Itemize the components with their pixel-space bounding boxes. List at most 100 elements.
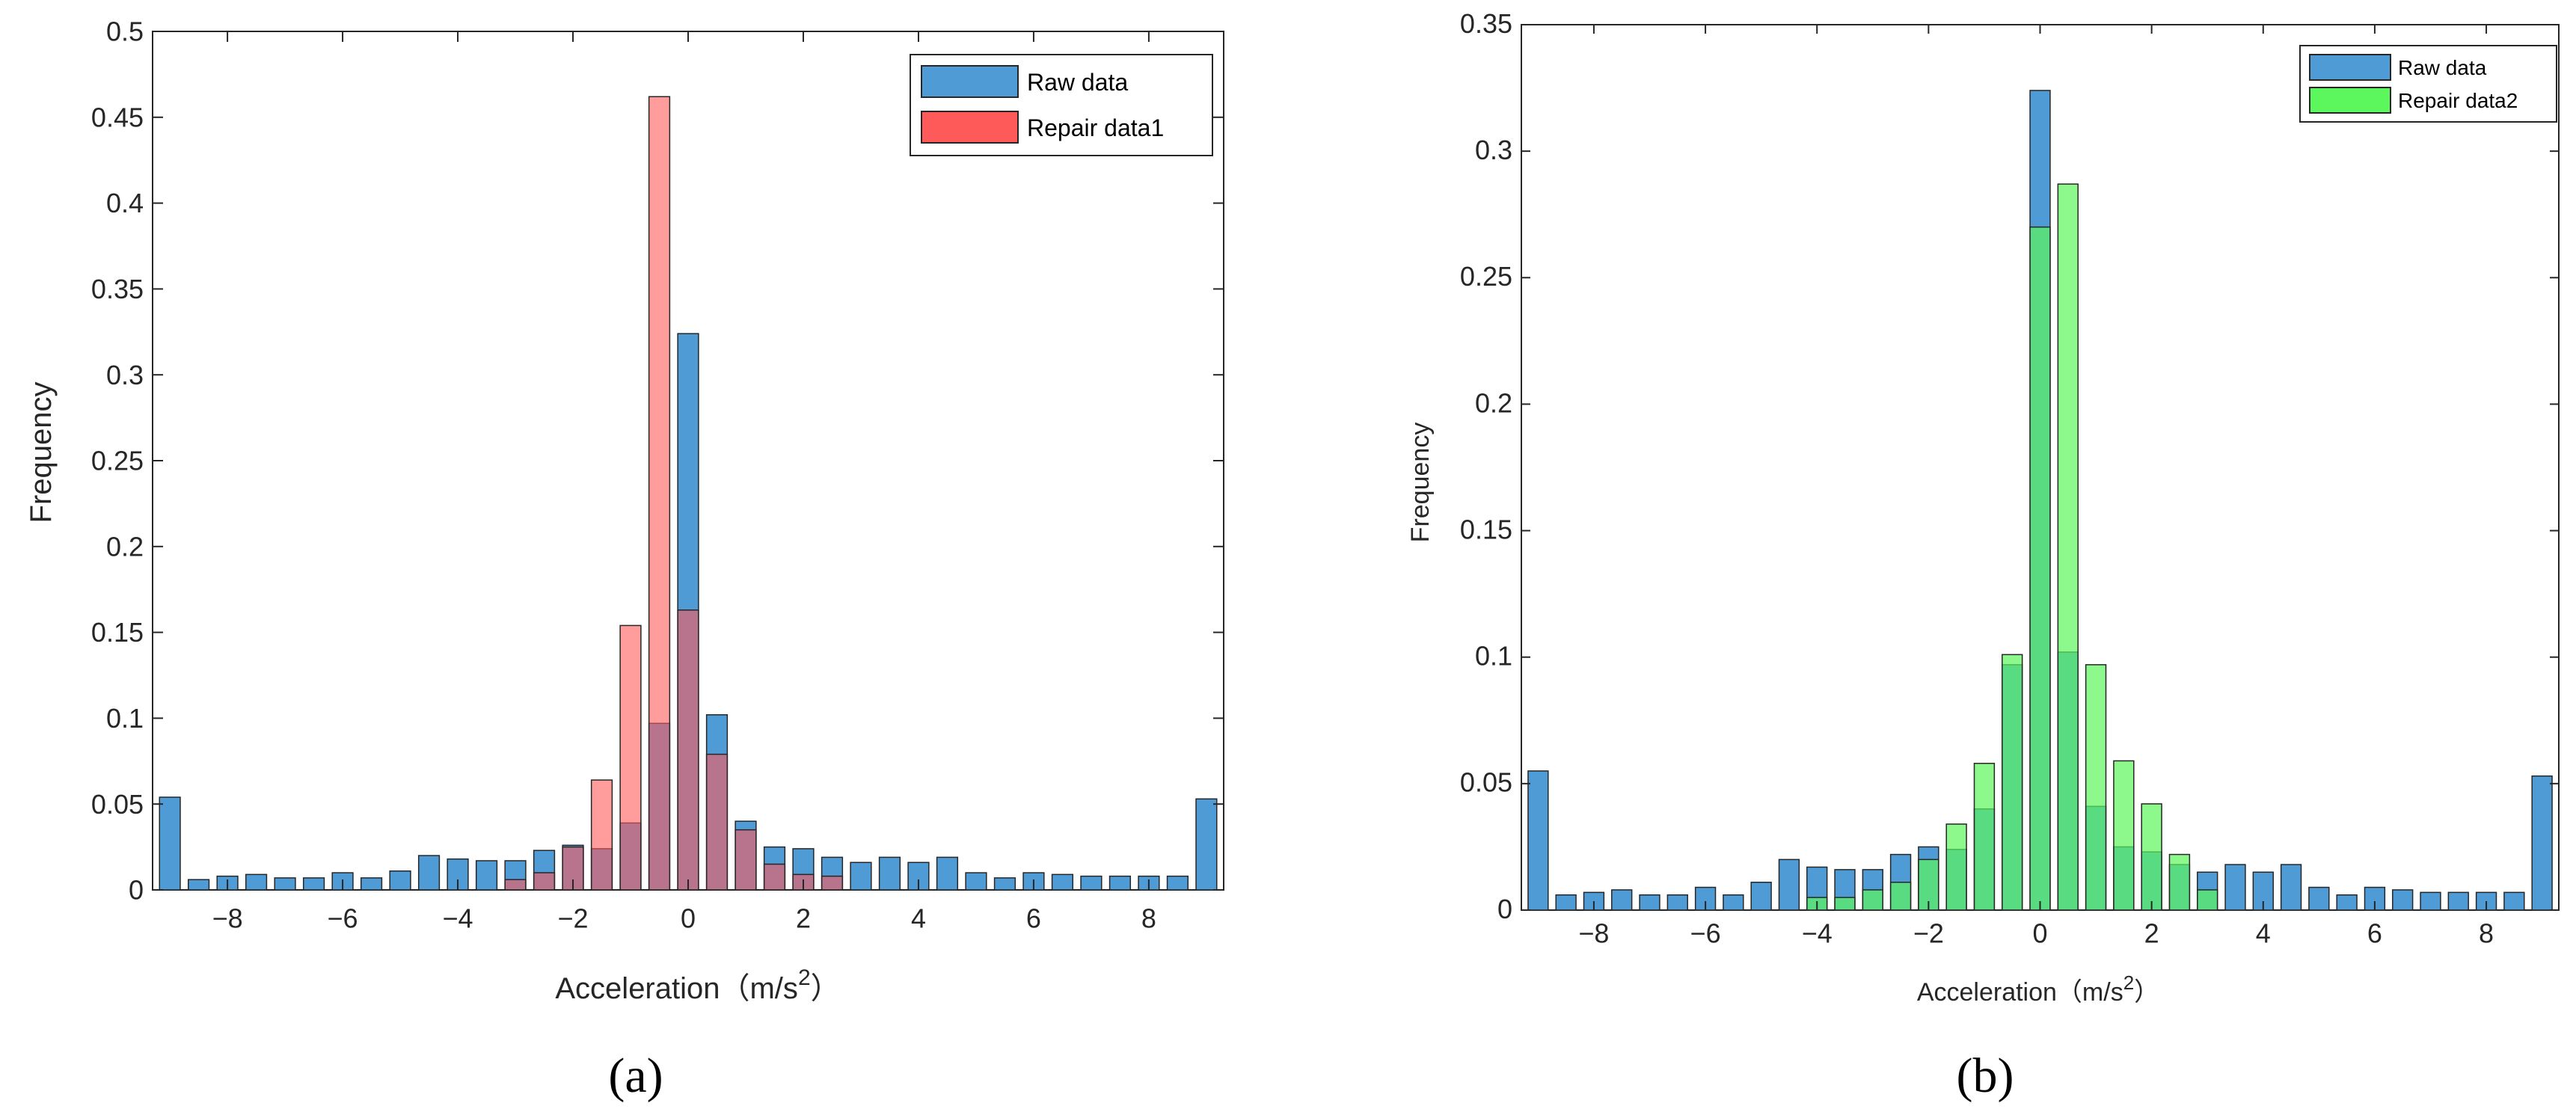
x-axis-label-close: ）: [811, 972, 841, 1005]
bar-raw-data: [1750, 882, 1772, 911]
x-axis-label-text: Acceleration（m/s: [555, 972, 798, 1005]
x-tick-label: −6: [328, 903, 358, 933]
x-tick-label: 0: [681, 903, 696, 933]
bar-repair-data2: [2057, 183, 2079, 911]
chart-panel-b: 0 0.05 0.1 0.15 0.2 0.25 0.3 0.35 −8 −6 −4 −2 0 2 4 6 8…: [1288, 0, 2576, 1118]
x-axis-label: Acceleration（m/s2）: [1917, 971, 2159, 1007]
x-axis: −8 −6 −4 −2 0 2 4 6 8: [1578, 25, 2494, 948]
x-axis-label-close: ）: [2134, 978, 2159, 1007]
bar-repair-data2: [2002, 654, 2023, 911]
x-tick-label: 0: [2032, 918, 2047, 948]
bar-raw-data: [2447, 891, 2469, 911]
y-tick-label: 0.1: [106, 703, 144, 734]
y-tick-label: 0: [129, 875, 144, 906]
y-tick-label: 0.3: [1475, 135, 1512, 165]
x-axis: −8 −6 −4 −2 0 2 4 6 8: [212, 31, 1156, 933]
bar-raw-data: [993, 877, 1016, 891]
bar-repair-data2: [2168, 853, 2191, 911]
x-axis-label-superscript: 2: [798, 965, 811, 990]
histogram-chart-b: 0 0.05 0.1 0.15 0.2 0.25 0.3 0.35 −8 −6 −4 −2 0 2 4 6 8…: [1406, 8, 2560, 1103]
bar-repair-data1: [504, 879, 527, 891]
histogram-chart-a: 00.050.10.150.20.250.30.350.40.450.5 −8−…: [25, 16, 1224, 1103]
bar-raw-data: [159, 796, 181, 891]
bar-repair-data2: [1973, 763, 1996, 911]
plot-area: [152, 31, 1224, 891]
bar-raw-data: [2224, 864, 2246, 911]
bar-raw-data: [2336, 894, 2358, 911]
legend-swatch-repair-data2: [2309, 87, 2391, 114]
bar-raw-data: [1639, 894, 1660, 911]
legend-label-raw-data: Raw data: [2398, 56, 2487, 79]
bar-repair-data2: [1889, 882, 1912, 911]
bar-raw-data: [2503, 891, 2525, 911]
y-tick-label: 0.05: [1460, 767, 1512, 798]
panel-caption-b: (b): [1957, 1048, 2014, 1103]
bar-raw-data: [1666, 894, 1688, 911]
bar-raw-data: [1108, 875, 1132, 891]
bar-raw-data: [878, 856, 901, 891]
bar-raw-data: [302, 877, 325, 891]
bar-raw-data: [2280, 864, 2302, 911]
x-tick-label: −4: [1802, 918, 1833, 948]
y-tick-label: 0.15: [1460, 514, 1512, 544]
panel-caption-a: (a): [608, 1048, 663, 1103]
y-tick-label: 0.25: [91, 446, 144, 476]
y-tick-label: 0.1: [1475, 641, 1512, 672]
legend: Raw data Repair data2: [2299, 45, 2557, 123]
series-repair-data1: [504, 96, 844, 891]
x-tick-label: −2: [557, 903, 588, 933]
bar-repair-data1: [735, 829, 757, 891]
legend-label-repair-data1: Repair data1: [1027, 114, 1164, 141]
x-tick-label: −2: [1913, 918, 1944, 948]
bar-raw-data: [1527, 770, 1549, 911]
bar-raw-data: [245, 873, 268, 891]
x-tick-label: 2: [2144, 918, 2159, 948]
y-axis-label: Frequency: [25, 382, 58, 523]
bar-raw-data: [1723, 894, 1744, 911]
x-axis-label-superscript: 2: [2123, 971, 2134, 994]
bar-raw-data: [1051, 873, 1074, 891]
legend-label-raw-data: Raw data: [1027, 69, 1128, 96]
bar-repair-data1: [677, 609, 699, 891]
y-tick-label: 0.3: [106, 360, 144, 390]
x-tick-label: 2: [796, 903, 811, 933]
x-axis-label-text: Acceleration（m/s: [1917, 978, 2123, 1007]
bar-raw-data: [936, 856, 959, 891]
x-tick-label: −6: [1690, 918, 1721, 948]
y-axis-label: Frequency: [1406, 423, 1435, 543]
bar-raw-data: [1166, 875, 1189, 891]
bar-repair-data1: [533, 872, 556, 891]
y-tick-label: 0.05: [91, 789, 144, 820]
bar-raw-data: [2531, 775, 2553, 911]
x-tick-label: 6: [2367, 918, 2382, 948]
plot-area: [1521, 24, 2560, 911]
x-tick-label: 8: [2479, 918, 2494, 948]
bar-raw-data: [1080, 875, 1103, 891]
bar-raw-data: [1555, 894, 1577, 911]
bar-raw-data: [850, 861, 872, 891]
bar-raw-data: [417, 855, 441, 891]
y-axis: 0 0.05 0.1 0.15 0.2 0.25 0.3 0.35: [1460, 8, 2559, 924]
bar-raw-data: [1778, 859, 1800, 911]
bar-repair-data1: [821, 875, 844, 891]
x-tick-label: −8: [212, 903, 243, 933]
x-tick-label: −8: [1578, 918, 1609, 948]
bar-repair-data2: [1945, 823, 1967, 911]
y-tick-label: 0.2: [106, 531, 144, 562]
legend-swatch-repair-data1: [921, 111, 1019, 144]
x-tick-label: 8: [1141, 903, 1156, 933]
x-tick-label: 4: [911, 903, 926, 933]
bar-raw-data: [1195, 798, 1218, 891]
x-tick-label: −4: [443, 903, 473, 933]
y-axis: 0 0.05 0.1 0.15 0.2 0.25 0.3 0.35 0.4 0.45 0.5: [91, 16, 1224, 906]
bar-repair-data2: [1834, 897, 1856, 911]
bar-repair-data2: [2029, 226, 2051, 911]
x-tick-label: 6: [1026, 903, 1041, 933]
bar-raw-data: [2308, 886, 2330, 911]
bar-repair-data1: [705, 753, 729, 891]
y-tick-label: 0.35: [1460, 8, 1512, 39]
bar-raw-data: [360, 877, 383, 891]
y-tick-label: 0.4: [106, 188, 144, 218]
bar-raw-data: [2392, 889, 2414, 911]
bar-raw-data: [475, 860, 498, 891]
